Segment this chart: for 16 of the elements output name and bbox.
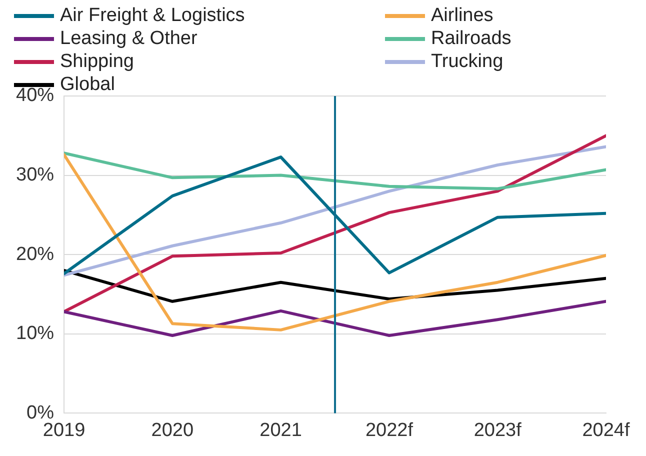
y-tick-label: 10% bbox=[16, 323, 54, 344]
x-tick-label: 2023f bbox=[474, 420, 522, 441]
x-tick-label: 2020 bbox=[151, 420, 194, 441]
legend-label: Trucking bbox=[430, 50, 504, 73]
y-tick-label: 40% bbox=[16, 85, 54, 106]
y-tick-label: 30% bbox=[16, 164, 54, 186]
legend-label: Air Freight & Logistics bbox=[59, 4, 246, 27]
x-tick-label: 2021 bbox=[260, 420, 302, 441]
legend-label: Leasing & Other bbox=[59, 27, 198, 50]
legend-label: Railroads bbox=[430, 27, 512, 50]
x-tick-label: 2024f bbox=[582, 420, 630, 441]
legend-label: Airlines bbox=[430, 4, 494, 27]
legend-label: Global bbox=[60, 74, 115, 94]
legend-label: Shipping bbox=[59, 50, 135, 73]
y-tick-label: 20% bbox=[16, 244, 54, 265]
x-tick-label: 2022f bbox=[365, 420, 414, 441]
